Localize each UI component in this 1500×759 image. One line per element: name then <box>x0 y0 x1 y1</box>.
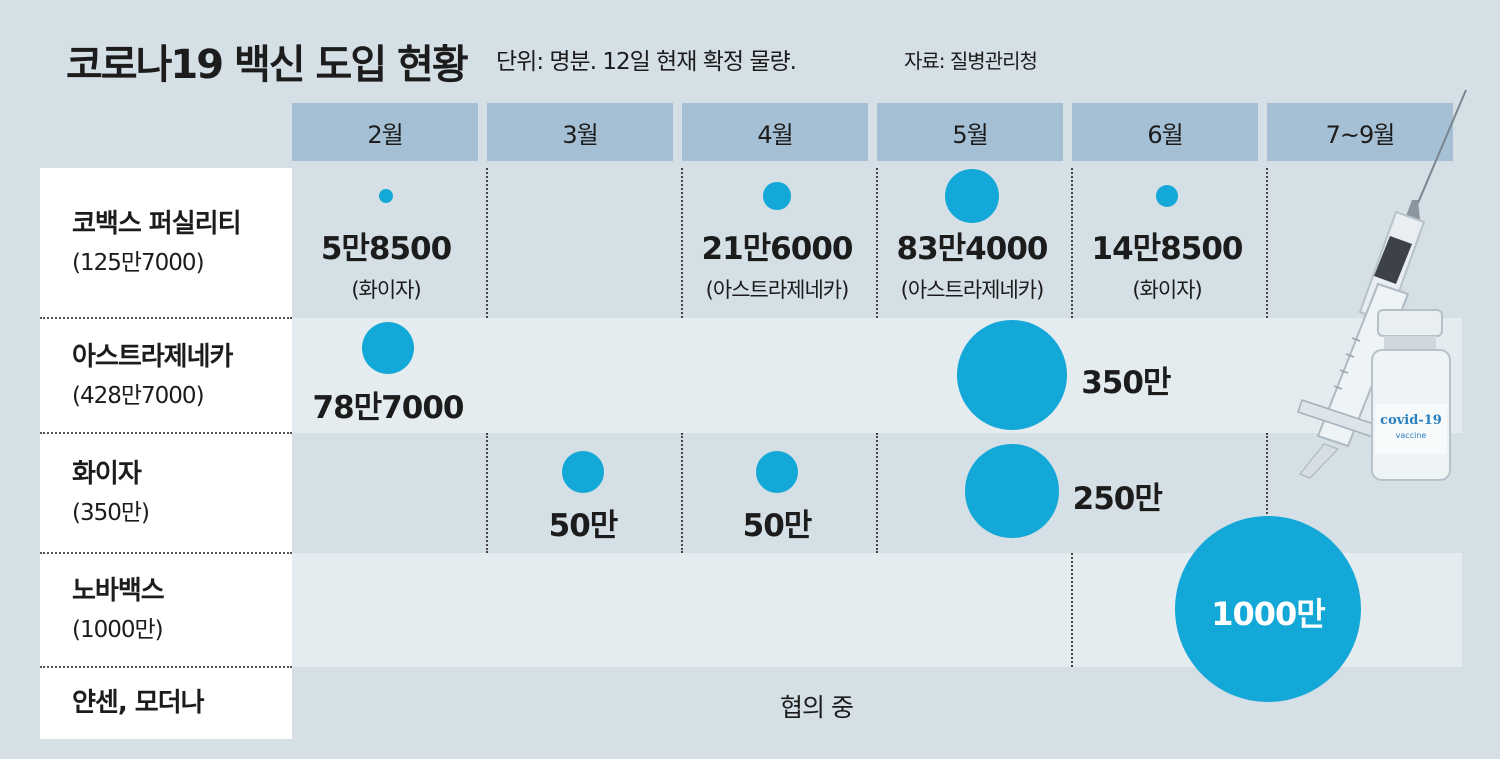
row-total: (428만7000) <box>72 382 205 409</box>
vial-label-main: covid-19 <box>1380 413 1442 428</box>
divider <box>1071 168 1073 318</box>
divider <box>1266 433 1268 553</box>
divider <box>681 433 683 553</box>
band-astrazeneca <box>292 318 1462 433</box>
bubble-value-label: 350만 <box>1081 365 1171 401</box>
row-separator <box>40 666 292 668</box>
unit-note: 단위: 명분. 12일 현재 확정 물량. <box>496 49 797 75</box>
bubble <box>361 321 415 375</box>
syringe-vial-illustration: covid-19 vaccine <box>1297 89 1467 481</box>
row-total: (1000만) <box>72 617 164 643</box>
month-header-may: 5월 <box>877 103 1063 161</box>
bubble-value-label: 50만 <box>548 508 619 544</box>
vial-label-sub: vaccine <box>1396 431 1427 440</box>
divider <box>1071 553 1073 667</box>
month-header-jul-sep: 7~9월 <box>1267 103 1453 161</box>
month-header-apr: 4월 <box>682 103 868 161</box>
bubble-vendor-label: (화이자) <box>1132 278 1202 302</box>
bubble-value-label: 1000만 <box>1211 595 1326 633</box>
row-total: (125만7000) <box>72 250 205 276</box>
negotiation-note: 협의 중 <box>780 693 854 722</box>
bubble-vendor-label: (아스트라제네카) <box>705 278 850 302</box>
divider <box>486 168 488 318</box>
bubble-vendor-label: (아스트라제네카) <box>900 278 1045 302</box>
row-name: 아스트라제네카 <box>72 341 233 372</box>
row-label-astrazeneca: 아스트라제네카 (428만7000) <box>40 318 292 433</box>
row-label-covax: 코백스 퍼실리티 (125만7000) <box>40 168 292 318</box>
bubble <box>945 169 999 223</box>
bubble <box>965 444 1059 538</box>
row-separator <box>40 552 292 554</box>
row-label-column <box>40 168 292 739</box>
row-label-pfizer: 화이자 (350만) <box>40 433 292 553</box>
row-name: 화이자 <box>72 459 142 489</box>
row-label-novavax: 노바백스 (1000만) <box>40 553 292 667</box>
row-total: (350만) <box>72 500 150 526</box>
bubble <box>756 451 798 493</box>
bubble-value-label: 5만8500 <box>320 231 452 267</box>
bubble-value-label: 14만8500 <box>1091 231 1244 267</box>
bubble <box>378 188 394 204</box>
month-header-feb: 2월 <box>292 103 478 161</box>
bubble-value-label: 83만4000 <box>896 231 1049 267</box>
month-header-jun: 6월 <box>1072 103 1258 161</box>
bubble <box>763 182 791 210</box>
row-separator <box>40 432 292 434</box>
row-name: 얀센, 모더나 <box>72 688 205 718</box>
row-separator <box>40 317 292 319</box>
divider <box>1266 168 1268 318</box>
bubble <box>1155 184 1179 208</box>
divider <box>681 168 683 318</box>
bubble-value-label: 50만 <box>742 508 813 544</box>
divider <box>486 433 488 553</box>
row-label-janssen-moderna: 얀센, 모더나 <box>40 667 292 739</box>
chart-title: 코로나19 백신 도입 현황 <box>66 42 469 88</box>
row-name: 코백스 퍼실리티 <box>72 209 242 239</box>
bubble <box>562 451 604 493</box>
bubble-value-label: 21만6000 <box>701 231 854 267</box>
bubble-value-label: 250만 <box>1072 481 1163 517</box>
month-header-mar: 3월 <box>487 103 673 161</box>
divider <box>876 168 878 318</box>
row-name: 노바백스 <box>72 576 165 606</box>
bubble-vendor-label: (화이자) <box>351 278 421 302</box>
source-note: 자료: 질병관리청 <box>904 49 1038 73</box>
bubble <box>956 319 1068 431</box>
divider <box>876 433 878 553</box>
bubble-value-label: 78만7000 <box>312 390 465 426</box>
bubble <box>1174 515 1362 703</box>
